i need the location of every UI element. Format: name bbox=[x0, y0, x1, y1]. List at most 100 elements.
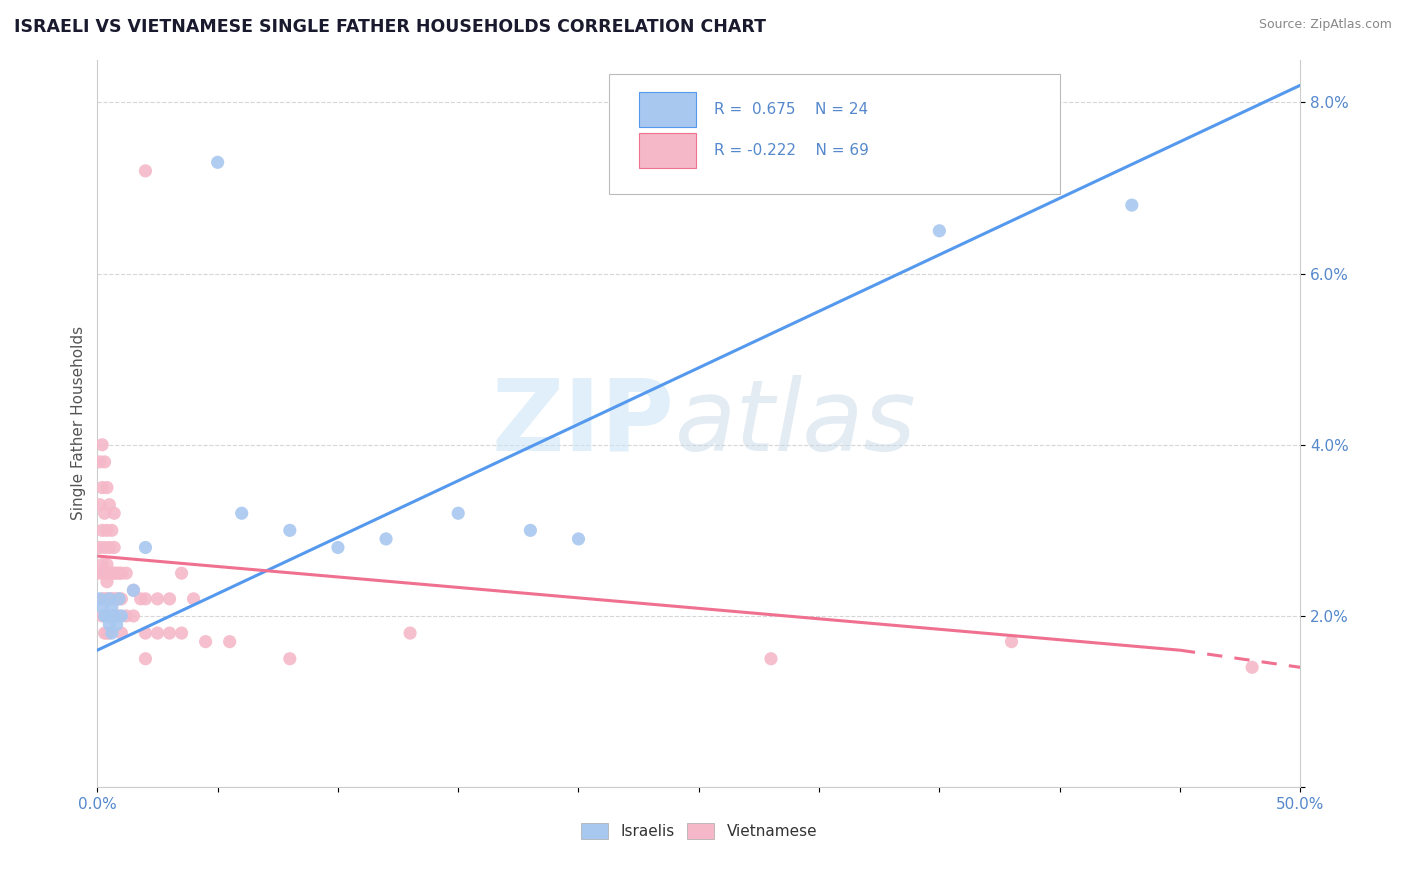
Point bbox=[207, 155, 229, 169]
Point bbox=[375, 532, 398, 546]
Point bbox=[93, 609, 115, 624]
Point bbox=[110, 626, 132, 640]
Point bbox=[108, 591, 131, 606]
Point bbox=[108, 566, 131, 581]
Point bbox=[103, 541, 125, 555]
Point bbox=[96, 574, 118, 589]
Point bbox=[101, 626, 124, 640]
Point bbox=[101, 524, 124, 538]
Point bbox=[115, 566, 138, 581]
Point bbox=[89, 591, 111, 606]
Point bbox=[231, 506, 253, 520]
Text: R =  0.675    N = 24: R = 0.675 N = 24 bbox=[714, 102, 869, 117]
Point bbox=[96, 524, 118, 538]
Point bbox=[101, 609, 124, 624]
Point bbox=[278, 652, 301, 666]
Point bbox=[101, 566, 124, 581]
FancyBboxPatch shape bbox=[638, 92, 696, 127]
Point bbox=[93, 626, 115, 640]
Point bbox=[101, 600, 124, 615]
Point bbox=[218, 634, 240, 648]
Point bbox=[183, 591, 205, 606]
Text: atlas: atlas bbox=[675, 375, 917, 472]
Legend: Israelis, Vietnamese: Israelis, Vietnamese bbox=[575, 817, 823, 845]
Point bbox=[134, 164, 156, 178]
Text: R = -0.222    N = 69: R = -0.222 N = 69 bbox=[714, 143, 869, 158]
Text: ISRAELI VS VIETNAMESE SINGLE FATHER HOUSEHOLDS CORRELATION CHART: ISRAELI VS VIETNAMESE SINGLE FATHER HOUS… bbox=[14, 18, 766, 36]
Point bbox=[98, 609, 121, 624]
Point bbox=[1000, 634, 1022, 648]
Point bbox=[108, 609, 131, 624]
Point bbox=[98, 498, 121, 512]
Point bbox=[194, 634, 217, 648]
Point bbox=[278, 524, 301, 538]
Point bbox=[103, 506, 125, 520]
Point bbox=[91, 591, 114, 606]
Point bbox=[159, 626, 181, 640]
Point bbox=[98, 566, 121, 581]
Point bbox=[146, 591, 169, 606]
Point bbox=[98, 591, 121, 606]
Point bbox=[93, 591, 115, 606]
Point bbox=[103, 591, 125, 606]
Point bbox=[96, 609, 118, 624]
Point bbox=[134, 652, 156, 666]
Point bbox=[567, 532, 589, 546]
Point bbox=[134, 591, 156, 606]
Point bbox=[93, 566, 115, 581]
Point bbox=[91, 558, 114, 572]
Point bbox=[96, 609, 118, 624]
Point bbox=[170, 566, 193, 581]
Point bbox=[93, 506, 115, 520]
Point bbox=[146, 626, 169, 640]
Point bbox=[122, 583, 145, 598]
Point bbox=[91, 438, 114, 452]
Text: Source: ZipAtlas.com: Source: ZipAtlas.com bbox=[1258, 18, 1392, 31]
Point bbox=[115, 609, 138, 624]
Point bbox=[96, 558, 118, 572]
Point bbox=[98, 626, 121, 640]
Text: ZIP: ZIP bbox=[492, 375, 675, 472]
FancyBboxPatch shape bbox=[609, 74, 1060, 194]
Point bbox=[98, 591, 121, 606]
Point bbox=[89, 498, 111, 512]
Point bbox=[1241, 660, 1264, 674]
Point bbox=[105, 566, 128, 581]
Point bbox=[110, 591, 132, 606]
Point bbox=[110, 566, 132, 581]
Point bbox=[91, 481, 114, 495]
Point bbox=[134, 541, 156, 555]
Point bbox=[93, 455, 115, 469]
Point bbox=[105, 591, 128, 606]
Point bbox=[91, 524, 114, 538]
Point bbox=[122, 583, 145, 598]
Point bbox=[122, 609, 145, 624]
Point bbox=[928, 224, 950, 238]
Point bbox=[170, 626, 193, 640]
Point bbox=[159, 591, 181, 606]
Point bbox=[105, 609, 128, 624]
Point bbox=[134, 626, 156, 640]
Point bbox=[93, 541, 115, 555]
Point bbox=[96, 591, 118, 606]
Point bbox=[399, 626, 422, 640]
Point bbox=[91, 609, 114, 624]
Point bbox=[89, 566, 111, 581]
Point bbox=[110, 609, 132, 624]
Point bbox=[89, 455, 111, 469]
Point bbox=[96, 481, 118, 495]
Point bbox=[103, 566, 125, 581]
Point bbox=[98, 541, 121, 555]
Y-axis label: Single Father Households: Single Father Households bbox=[72, 326, 86, 520]
Point bbox=[91, 600, 114, 615]
Point bbox=[759, 652, 782, 666]
Point bbox=[93, 609, 115, 624]
Point bbox=[98, 617, 121, 632]
FancyBboxPatch shape bbox=[638, 133, 696, 168]
Point bbox=[96, 626, 118, 640]
Point bbox=[108, 591, 131, 606]
Point bbox=[447, 506, 470, 520]
Point bbox=[101, 591, 124, 606]
Point bbox=[103, 609, 125, 624]
Point bbox=[519, 524, 541, 538]
